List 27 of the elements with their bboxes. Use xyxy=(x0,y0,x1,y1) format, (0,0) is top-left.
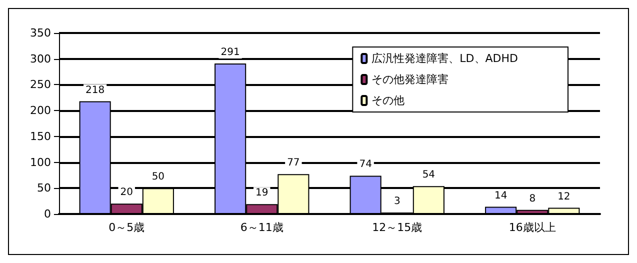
x-tick-label: 12～15歳 xyxy=(372,221,422,234)
y-tick-label: 100 xyxy=(30,156,51,169)
x-tick-label: 16歳以上 xyxy=(508,221,556,234)
data-label: 218 xyxy=(86,84,105,96)
x-tick-label: 0～5歳 xyxy=(108,221,145,234)
legend-label: その他発達障害 xyxy=(372,73,449,86)
data-label: 77 xyxy=(287,158,300,169)
y-tick-label: 300 xyxy=(30,52,51,66)
data-label: 54 xyxy=(422,170,436,181)
data-label: 20 xyxy=(120,187,133,198)
data-label: 74 xyxy=(359,159,372,170)
legend-label: 広汎性発達障害、LD、ADHD xyxy=(372,52,518,65)
data-label: 14 xyxy=(494,190,508,202)
y-tick-label: 250 xyxy=(30,78,51,92)
data-label: 12 xyxy=(558,191,570,202)
legend-label: その他 xyxy=(372,94,405,107)
data-label: 291 xyxy=(220,47,240,58)
y-tick-label: 150 xyxy=(30,130,51,143)
x-tick-label: 6～11歳 xyxy=(240,221,284,234)
y-tick-label: 50 xyxy=(37,182,51,195)
data-label: 3 xyxy=(394,196,400,207)
y-tick-label: 200 xyxy=(30,104,51,118)
data-label: 50 xyxy=(152,172,165,183)
y-tick-label: 350 xyxy=(30,26,51,40)
y-tick-label: 0 xyxy=(44,208,51,220)
data-label: 19 xyxy=(256,188,268,199)
data-label: 8 xyxy=(529,193,536,204)
